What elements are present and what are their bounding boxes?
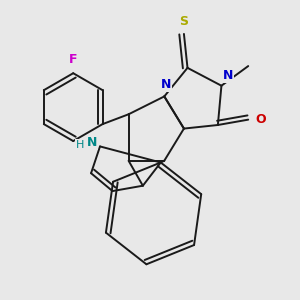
Text: H: H [76,140,85,150]
Text: N: N [161,79,171,92]
Text: N: N [223,69,233,82]
Text: S: S [179,15,188,28]
Text: O: O [255,113,266,126]
Text: F: F [69,53,77,66]
Text: N: N [87,136,97,148]
